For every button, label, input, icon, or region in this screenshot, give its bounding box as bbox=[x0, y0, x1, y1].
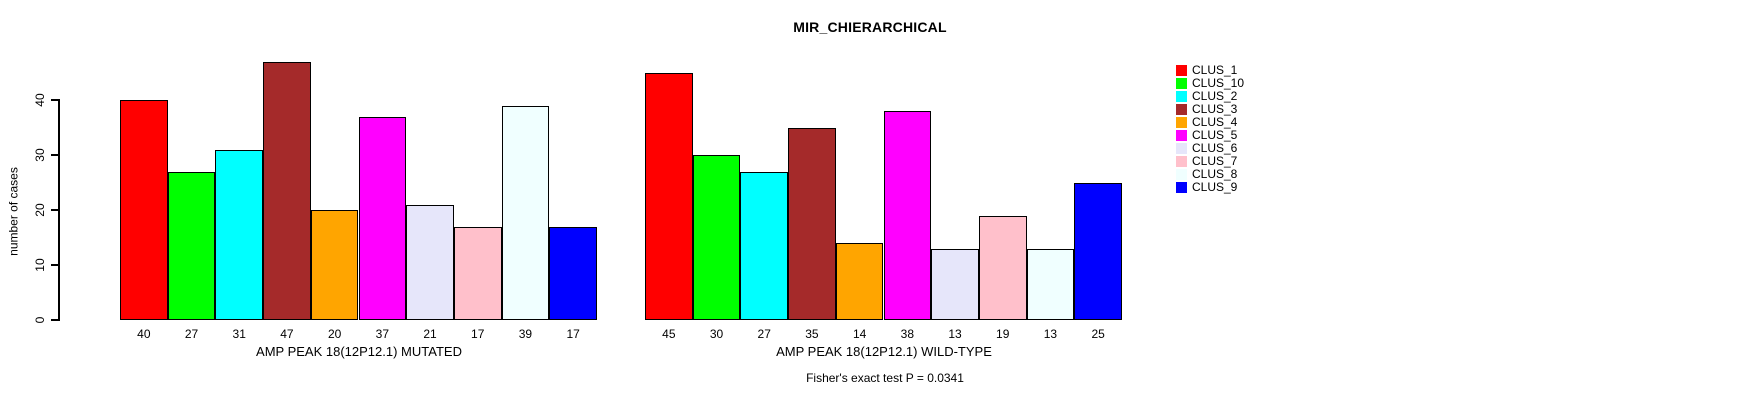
legend-item-clus_8: CLUS_8 bbox=[1176, 168, 1244, 181]
fisher-test-annotation: Fisher's exact test P = 0.0341 bbox=[806, 371, 964, 385]
legend-item-clus_9: CLUS_9 bbox=[1176, 181, 1244, 194]
bar-clus_7 bbox=[978, 215, 1027, 320]
bar-clus_1 bbox=[645, 72, 693, 320]
y-tick-mark bbox=[51, 99, 59, 101]
y-tick-mark bbox=[51, 264, 59, 266]
legend-label: CLUS_5 bbox=[1192, 128, 1238, 142]
legend-swatch bbox=[1176, 104, 1187, 115]
x-axis-label-wildtype: AMP PEAK 18(12P12.1) WILD-TYPE bbox=[776, 344, 992, 359]
x-axis-label-mutated: AMP PEAK 18(12P12.1) MUTATED bbox=[256, 344, 462, 359]
bar-value-label: 20 bbox=[327, 327, 342, 341]
legend-item-clus_10: CLUS_10 bbox=[1176, 77, 1244, 90]
legend-item-clus_6: CLUS_6 bbox=[1176, 142, 1244, 155]
legend-swatch bbox=[1176, 169, 1187, 180]
y-tick-mark bbox=[51, 209, 59, 211]
legend: CLUS_1 CLUS_10 CLUS_2 CLUS_3 CLUS_4 CLUS_5 CLU… bbox=[1176, 64, 1244, 194]
bar-clus_10 bbox=[167, 171, 216, 320]
legend-item-clus_5: CLUS_5 bbox=[1176, 129, 1244, 142]
bar-value-label: 27 bbox=[757, 327, 771, 341]
bar-value-label: 13 bbox=[948, 327, 962, 341]
y-tick-label: 0 bbox=[33, 316, 47, 324]
bar-value-label: 37 bbox=[375, 327, 390, 341]
bar-value-label: 38 bbox=[900, 327, 915, 341]
bar-value-label: 39 bbox=[518, 327, 533, 341]
bar-clus_6 bbox=[406, 204, 454, 320]
bar-clus_6 bbox=[931, 248, 979, 320]
legend-swatch bbox=[1176, 130, 1187, 141]
wildtype-bar-chart: AMP PEAK 18(12P12.1) WILD-TYPE 45 30 27 35 1… bbox=[645, 0, 1123, 359]
bar-value-label: 45 bbox=[662, 327, 676, 341]
legend-swatch bbox=[1176, 91, 1187, 102]
bar-value-label: 27 bbox=[184, 327, 199, 341]
bar-value-label: 40 bbox=[137, 327, 151, 341]
y-tick-mark bbox=[51, 154, 59, 156]
legend-label: CLUS_9 bbox=[1192, 180, 1238, 194]
bar-clus_7 bbox=[453, 226, 502, 320]
bar-clus_9 bbox=[1074, 182, 1122, 320]
bar-clus_3 bbox=[788, 127, 836, 320]
y-axis-line bbox=[58, 99, 60, 321]
bar-value-label: 31 bbox=[232, 327, 246, 341]
bar-clus_1 bbox=[120, 100, 168, 320]
bar-value-label: 19 bbox=[996, 327, 1010, 341]
bar-clus_8 bbox=[501, 105, 550, 320]
legend-swatch bbox=[1176, 65, 1187, 76]
y-tick-label: 10 bbox=[33, 258, 47, 272]
legend-label: CLUS_7 bbox=[1192, 154, 1238, 168]
bar-value-label: 21 bbox=[423, 327, 437, 341]
bar-clus_8 bbox=[1026, 248, 1075, 320]
legend-swatch bbox=[1176, 182, 1187, 193]
bar-value-label: 13 bbox=[1043, 327, 1058, 341]
bar-value-label: 17 bbox=[566, 327, 580, 341]
mutated-bar-chart: AMP PEAK 18(12P12.1) MUTATED 40 27 31 47 20 3… bbox=[120, 0, 598, 359]
chart-title: MIR_CHIERARCHICAL bbox=[793, 19, 947, 35]
legend-label: CLUS_10 bbox=[1192, 76, 1245, 90]
legend-swatch bbox=[1176, 117, 1187, 128]
bar-clus_3 bbox=[263, 61, 311, 320]
bar-value-label: 35 bbox=[805, 327, 819, 341]
bar-value-label: 30 bbox=[709, 327, 724, 341]
y-tick-label: 30 bbox=[33, 148, 47, 162]
legend-label: CLUS_2 bbox=[1192, 89, 1238, 103]
legend-item-clus_3: CLUS_3 bbox=[1176, 103, 1244, 116]
legend-label: CLUS_1 bbox=[1192, 63, 1238, 77]
bar-clus_4 bbox=[835, 243, 884, 320]
bar-clus_2 bbox=[740, 171, 789, 320]
bar-clus_9 bbox=[549, 226, 597, 320]
bar-clus_5 bbox=[358, 116, 407, 320]
y-tick-label: 40 bbox=[33, 93, 47, 107]
legend-item-clus_1: CLUS_1 bbox=[1176, 64, 1244, 77]
legend-label: CLUS_4 bbox=[1192, 115, 1238, 129]
legend-label: CLUS_6 bbox=[1192, 141, 1238, 155]
legend-label: CLUS_3 bbox=[1192, 102, 1238, 116]
bar-clus_2 bbox=[215, 149, 264, 320]
y-tick-mark bbox=[51, 319, 59, 321]
legend-swatch bbox=[1176, 143, 1187, 154]
legend-item-clus_4: CLUS_4 bbox=[1176, 116, 1244, 129]
bar-value-label: 17 bbox=[471, 327, 485, 341]
bar-value-label: 14 bbox=[852, 327, 867, 341]
legend-item-clus_2: CLUS_2 bbox=[1176, 90, 1244, 103]
bar-clus_4 bbox=[310, 210, 359, 320]
y-axis-label: number of cases bbox=[6, 167, 21, 256]
legend-item-clus_7: CLUS_7 bbox=[1176, 155, 1244, 168]
legend-swatch bbox=[1176, 78, 1187, 89]
y-tick-label: 20 bbox=[33, 203, 47, 217]
bar-value-label: 25 bbox=[1091, 327, 1105, 341]
legend-swatch bbox=[1176, 156, 1187, 167]
legend-label: CLUS_8 bbox=[1192, 167, 1238, 181]
bar-clus_5 bbox=[883, 111, 932, 320]
bar-clus_10 bbox=[692, 155, 741, 320]
bar-value-label: 47 bbox=[280, 327, 294, 341]
